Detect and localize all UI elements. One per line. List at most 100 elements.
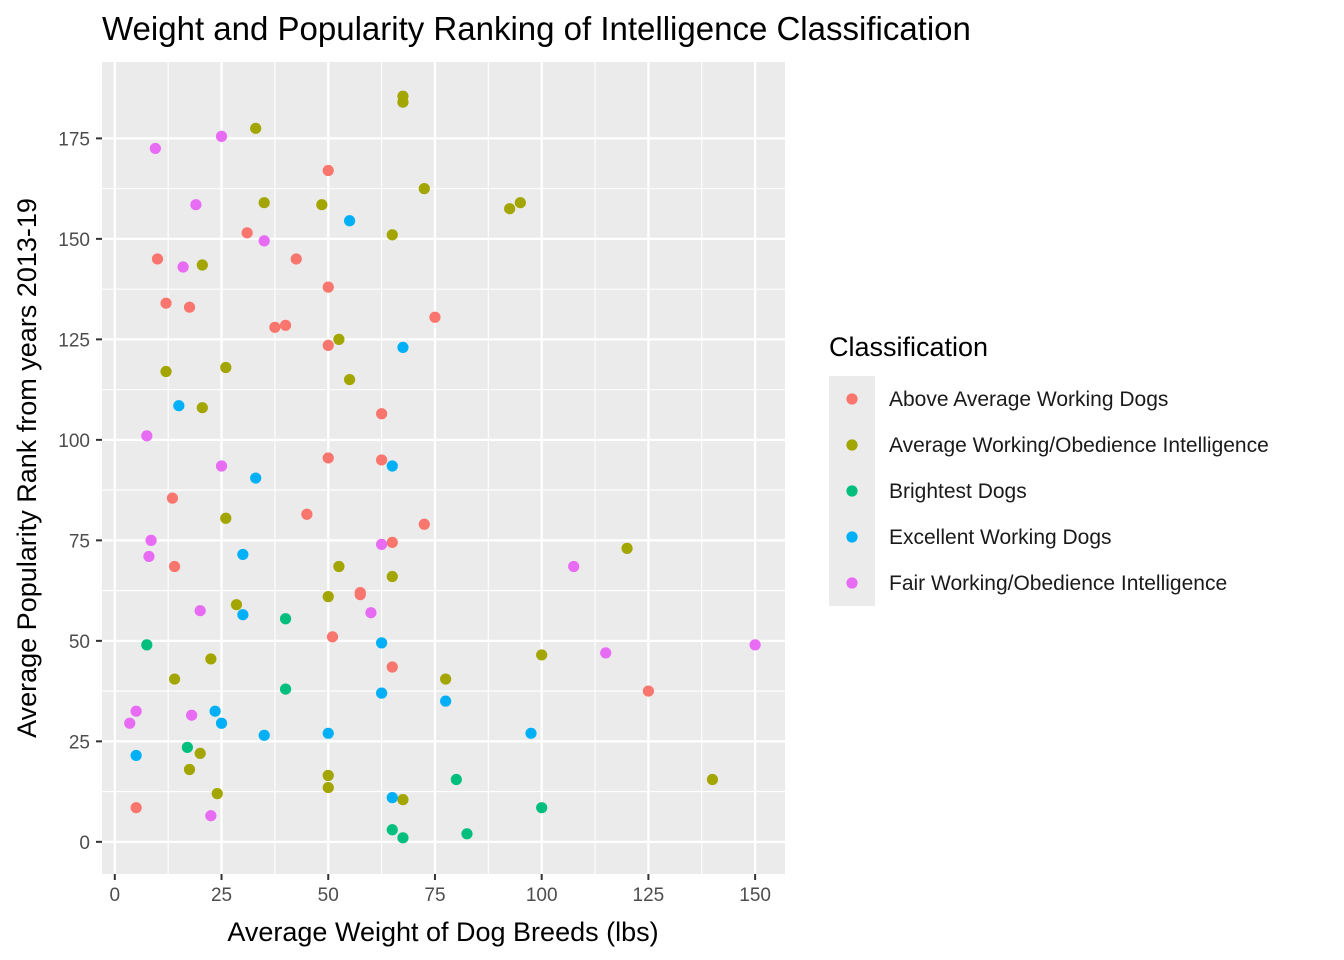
data-point bbox=[205, 810, 217, 822]
legend-marker bbox=[846, 393, 858, 405]
data-point bbox=[168, 560, 181, 573]
series-points bbox=[160, 90, 719, 806]
y-axis-ticks: 0 25 50 75 100 125 150 175 bbox=[58, 129, 102, 854]
data-point bbox=[621, 542, 633, 554]
y-axis-title: Average Popularity Rank from years 2013-… bbox=[12, 198, 42, 738]
data-point bbox=[173, 400, 185, 412]
data-point bbox=[418, 183, 430, 195]
data-point bbox=[386, 661, 398, 673]
y-tick-label: 75 bbox=[69, 531, 90, 552]
data-point bbox=[301, 508, 313, 520]
data-point bbox=[749, 639, 761, 651]
chart-title: Weight and Popularity Ranking of Intelli… bbox=[102, 10, 971, 47]
data-point bbox=[194, 747, 206, 760]
y-tick-label: 175 bbox=[58, 129, 90, 150]
series-points bbox=[130, 215, 537, 804]
y-tick-label: 125 bbox=[58, 330, 90, 351]
data-point bbox=[194, 605, 206, 617]
data-point bbox=[397, 341, 409, 354]
data-point bbox=[290, 253, 302, 265]
data-point bbox=[183, 763, 196, 776]
data-point bbox=[211, 788, 223, 800]
data-point bbox=[706, 773, 719, 786]
legend-items: Above Average Working Dogs Average Workin… bbox=[829, 376, 1269, 606]
data-point bbox=[124, 717, 136, 729]
series-points bbox=[124, 130, 761, 822]
y-tick-label: 25 bbox=[69, 732, 90, 753]
data-point bbox=[279, 613, 292, 625]
data-point bbox=[250, 122, 262, 134]
data-point bbox=[536, 649, 548, 661]
data-point bbox=[181, 741, 193, 753]
data-point bbox=[322, 781, 334, 794]
data-point bbox=[397, 794, 409, 806]
data-point bbox=[149, 142, 161, 155]
data-point bbox=[386, 536, 398, 548]
data-point bbox=[196, 402, 208, 414]
data-point bbox=[333, 333, 345, 345]
data-point bbox=[365, 607, 377, 619]
data-point bbox=[322, 727, 334, 739]
data-point bbox=[322, 164, 334, 177]
data-point bbox=[504, 203, 516, 215]
plot-panel bbox=[102, 62, 785, 874]
data-point bbox=[343, 215, 356, 227]
data-point bbox=[186, 709, 198, 721]
data-point bbox=[160, 365, 172, 378]
data-point bbox=[130, 802, 142, 814]
legend: Classification Above Average Working Dog… bbox=[829, 332, 1269, 606]
data-point bbox=[376, 408, 388, 420]
data-point bbox=[568, 560, 580, 573]
data-point bbox=[642, 685, 655, 697]
data-point bbox=[600, 647, 612, 659]
data-point bbox=[237, 609, 249, 621]
data-point bbox=[143, 550, 155, 563]
data-point bbox=[326, 631, 339, 643]
x-axis-title: Average Weight of Dog Breeds (lbs) bbox=[227, 917, 658, 947]
data-point bbox=[160, 297, 172, 309]
y-tick-label: 150 bbox=[58, 230, 90, 251]
data-point bbox=[177, 261, 189, 273]
y-tick-label: 0 bbox=[79, 833, 90, 854]
data-point bbox=[215, 460, 228, 472]
data-point bbox=[145, 534, 157, 546]
data-point bbox=[130, 705, 142, 717]
data-point bbox=[397, 832, 409, 844]
data-point bbox=[151, 253, 164, 265]
data-point bbox=[386, 570, 398, 583]
x-tick-label: 0 bbox=[110, 885, 121, 906]
data-point bbox=[141, 639, 153, 651]
data-point bbox=[525, 727, 537, 739]
y-tick-label: 50 bbox=[69, 632, 90, 653]
data-point bbox=[343, 373, 356, 386]
data-point bbox=[376, 637, 388, 649]
x-axis-ticks: 0 25 50 75 100 125 150 bbox=[110, 874, 771, 906]
data-point bbox=[376, 687, 388, 699]
data-point bbox=[168, 673, 181, 685]
data-point bbox=[322, 769, 334, 782]
data-point bbox=[440, 673, 452, 685]
data-point bbox=[279, 683, 292, 695]
legend-label: Average Working/Obedience Intelligence bbox=[889, 434, 1269, 457]
data-point bbox=[166, 492, 179, 504]
data-point bbox=[183, 301, 196, 313]
data-point bbox=[237, 548, 249, 561]
series-points bbox=[130, 164, 655, 814]
data-point bbox=[461, 828, 473, 840]
data-point bbox=[250, 472, 262, 484]
data-point bbox=[397, 96, 409, 108]
data-point bbox=[354, 589, 366, 601]
data-point bbox=[536, 802, 548, 814]
data-point bbox=[279, 319, 292, 331]
legend-marker bbox=[846, 439, 858, 451]
data-point bbox=[241, 227, 253, 239]
data-point bbox=[130, 749, 142, 762]
data-point bbox=[220, 361, 232, 374]
data-point bbox=[333, 560, 345, 573]
legend-marker bbox=[846, 531, 858, 543]
minor-gridlines bbox=[102, 62, 785, 874]
data-point bbox=[429, 311, 441, 323]
data-point bbox=[440, 695, 452, 707]
data-point bbox=[230, 599, 243, 611]
